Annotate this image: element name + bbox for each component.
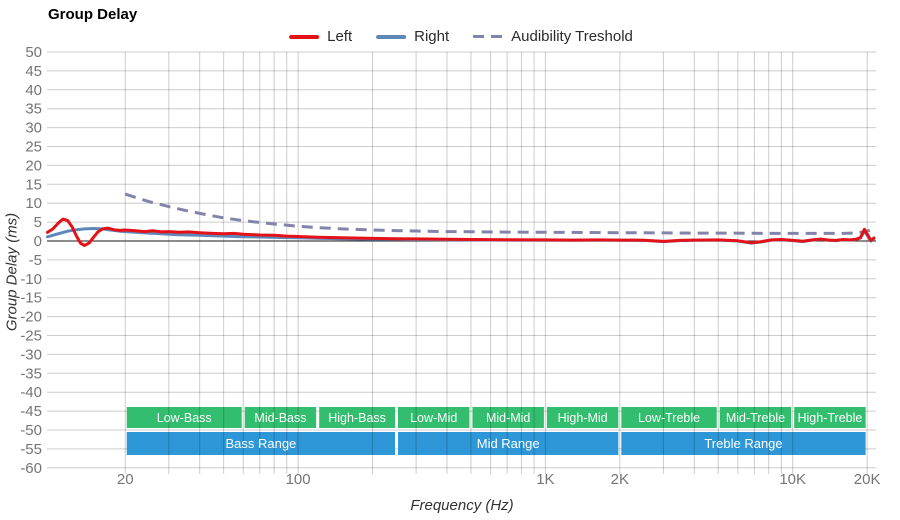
y-tick-label: -60 — [20, 460, 42, 477]
y-axis-title: Group Delay (ms) — [3, 212, 21, 332]
y-tick-label: -20 — [20, 309, 42, 326]
band-low-mid — [398, 407, 470, 428]
line-swatch-icon — [289, 34, 320, 39]
y-tick-label: 30 — [25, 120, 42, 137]
band-low-treble — [621, 407, 717, 428]
y-tick-label: -30 — [20, 346, 42, 363]
y-tick-label: -45 — [20, 403, 42, 420]
y-tick-label: -55 — [20, 441, 42, 458]
band-bass-range — [126, 432, 396, 455]
legend-item-left: Left — [289, 28, 352, 45]
x-tick-label: 2K — [611, 471, 629, 488]
legend-label: Audibility Treshold — [511, 28, 633, 45]
legend-item-right: Right — [376, 28, 449, 45]
band-label: Bass Range — [225, 436, 296, 451]
y-tick-label: 0 — [34, 233, 42, 250]
legend-label: Right — [414, 28, 450, 45]
y-tick-label: 50 — [25, 44, 42, 61]
y-tick-label: -50 — [20, 422, 42, 439]
band-treble-range — [621, 432, 866, 455]
band-label: Mid Range — [477, 436, 540, 451]
legend-label: Left — [327, 28, 353, 45]
band-mid-mid — [472, 407, 544, 428]
y-tick-label: 15 — [25, 176, 42, 193]
y-tick-label: -15 — [20, 290, 42, 307]
band-high-bass — [319, 407, 396, 428]
band-label: Mid-Bass — [254, 411, 306, 425]
x-tick-label: 20K — [854, 471, 881, 488]
band-low-bass — [126, 407, 242, 428]
band-mid-bass — [244, 407, 317, 428]
band-label: High-Treble — [798, 411, 863, 425]
y-tick-label: 25 — [25, 139, 42, 156]
y-tick-label: 20 — [25, 157, 42, 174]
y-tick-label: 40 — [25, 82, 42, 99]
chart-title: Group Delay — [48, 6, 138, 23]
y-tick-label: -40 — [20, 384, 42, 401]
x-tick-label: 10K — [779, 471, 806, 488]
dashed-line-swatch-icon — [473, 35, 504, 38]
band-label: Mid-Mid — [486, 411, 530, 425]
y-tick-label: -10 — [20, 271, 42, 288]
band-high-treble — [794, 407, 866, 428]
x-tick-label: 100 — [286, 471, 311, 488]
series-left — [46, 217, 876, 247]
band-label: Mid-Treble — [726, 411, 785, 425]
band-label: Low-Bass — [157, 411, 212, 425]
legend-item-audibility-treshold: Audibility Treshold — [473, 28, 633, 45]
y-tick-label: 45 — [25, 63, 42, 80]
y-tick-label: 5 — [34, 214, 42, 231]
band-label: High-Mid — [558, 411, 608, 425]
line-swatch-icon — [376, 34, 407, 39]
x-tick-label: 20 — [117, 471, 134, 488]
band-label: High-Bass — [328, 411, 386, 425]
x-axis-title: Frequency (Hz) — [410, 497, 514, 514]
band-mid-range — [398, 432, 619, 455]
y-tick-label: -25 — [20, 328, 42, 345]
band-label: Treble Range — [704, 436, 782, 451]
y-tick-label: -35 — [20, 365, 42, 382]
y-tick-label: 35 — [25, 101, 42, 118]
y-tick-label: 10 — [25, 195, 42, 212]
band-label: Low-Treble — [638, 411, 700, 425]
x-tick-label: 1K — [536, 471, 554, 488]
band-label: Low-Mid — [410, 411, 457, 425]
legend: Left Right Audibility Treshold — [289, 28, 633, 45]
band-mid-treble — [719, 407, 792, 428]
y-tick-label: -5 — [29, 252, 42, 269]
series-audibility-treshold — [124, 192, 871, 235]
band-high-mid — [546, 407, 619, 428]
